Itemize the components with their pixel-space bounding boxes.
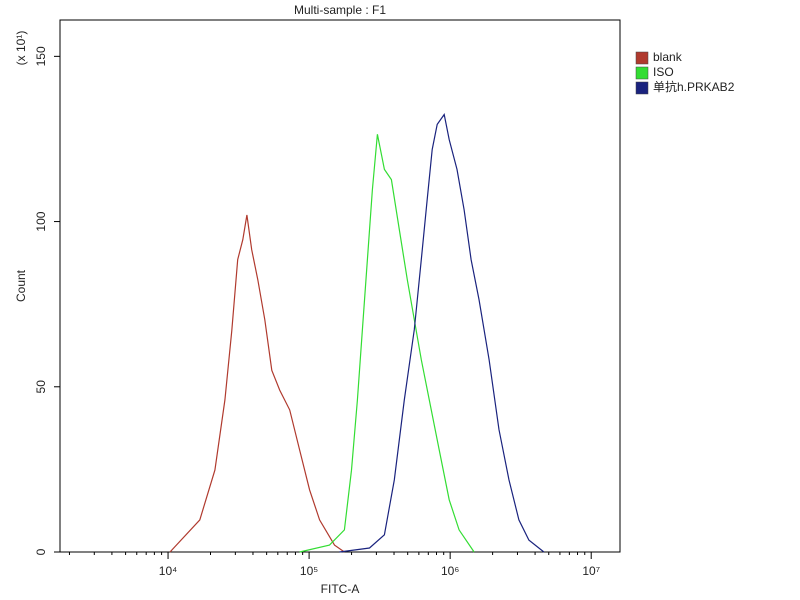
y-tick-label: 50 — [34, 380, 48, 394]
x-tick-label: 10⁴ — [159, 564, 178, 578]
series-line — [299, 134, 475, 553]
legend-swatch — [635, 51, 649, 65]
legend-label: 单抗h.PRKAB2 — [653, 79, 735, 94]
legend-swatch — [635, 66, 649, 80]
plot-frame — [59, 19, 621, 553]
series-line — [169, 214, 345, 553]
x-axis-label: FITC-A — [321, 582, 360, 596]
x-tick-label: 10⁷ — [582, 564, 600, 578]
y-tick-label: 0 — [34, 548, 48, 555]
legend-label: ISO — [653, 65, 674, 79]
chart-title: Multi-sample : F1 — [294, 3, 386, 17]
y-tick-label: 150 — [34, 46, 48, 66]
y-multiplier: (x 10¹) — [14, 31, 28, 66]
y-tick-label: 100 — [34, 211, 48, 231]
x-tick-label: 10⁵ — [300, 564, 318, 578]
y-axis-label: Count — [14, 269, 28, 302]
legend-swatch — [635, 81, 649, 95]
legend-label: blank — [653, 50, 683, 64]
x-tick-label: 10⁶ — [441, 564, 459, 578]
series-line — [339, 113, 545, 553]
